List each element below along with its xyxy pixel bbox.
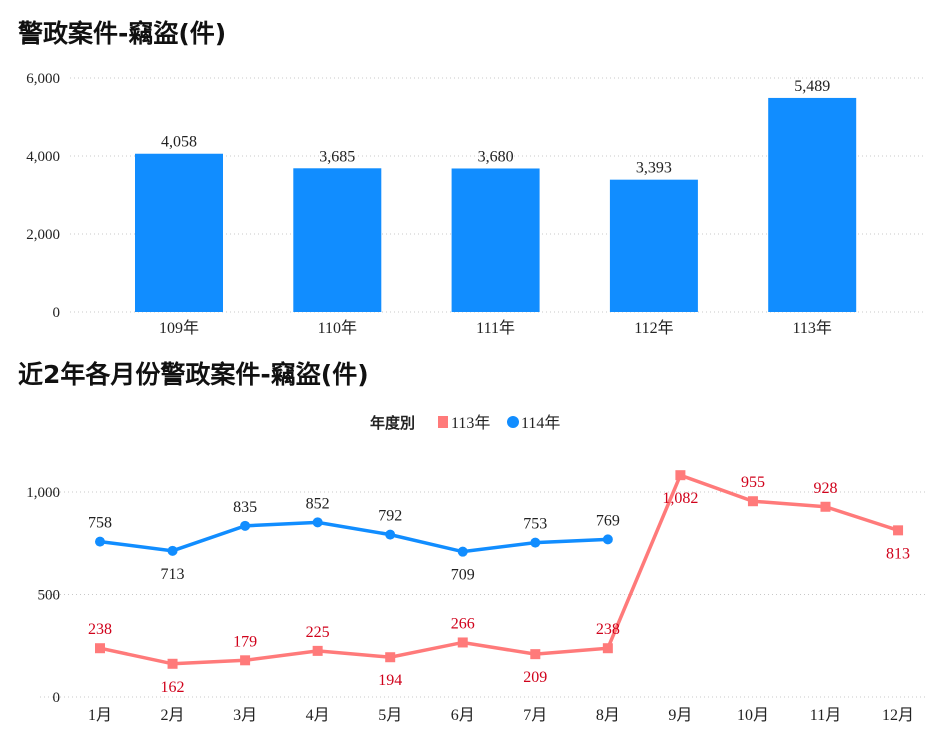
x-tick-label: 112年 [634,319,673,337]
data-point [820,501,831,512]
data-point [675,470,686,481]
legend-label: 113年 [451,414,490,432]
bar [451,168,540,312]
data-point [167,658,178,669]
data-label: 928 [814,480,838,497]
data-label: 713 [161,566,185,583]
y-tick-label: 0 [53,690,61,706]
bar-value-label: 3,685 [319,148,355,165]
data-label: 758 [88,515,112,532]
data-label: 955 [741,474,765,491]
x-tick-label: 2月 [161,707,185,724]
data-point [602,643,613,654]
data-point [385,652,396,663]
data-point [167,545,178,556]
bar-value-label: 4,058 [161,134,197,151]
bar [135,153,223,312]
data-label: 209 [523,669,547,686]
data-point [385,529,396,540]
series-line-113年 [99,472,899,666]
legend-title: 年度別 [370,414,415,432]
legend-marker-114 [507,416,519,428]
data-point [530,537,541,548]
data-label: 769 [596,512,620,529]
data-point [747,496,758,507]
data-label: 266 [451,615,475,632]
x-tick-label: 12月 [882,707,914,724]
x-tick-label: 5月 [378,707,402,724]
data-point [240,655,251,666]
data-point [95,536,105,547]
x-tick-label: 11月 [810,707,841,724]
data-label: 238 [88,621,112,638]
x-tick-label: 6月 [451,707,475,724]
x-tick-label: 9月 [668,707,692,724]
y-tick-label: 1,000 [26,485,60,501]
bar-chart-title: 警政案件-竊盜(件) [18,19,227,48]
x-tick-label: 7月 [523,707,547,724]
data-label: 792 [378,508,402,525]
data-label: 852 [306,495,330,512]
x-tick-label: 10月 [737,707,769,724]
y-tick-label: 2,000 [26,227,60,243]
x-tick-label: 109年 [159,319,199,337]
data-point [530,649,541,660]
data-label: 1,082 [662,490,698,507]
legend-marker-113 [438,416,448,428]
series-line-114年 [99,520,608,554]
x-tick-label: 113年 [792,319,831,337]
bar [293,168,382,312]
bar-value-label: 5,489 [794,78,830,95]
data-point [312,517,323,528]
bar-value-label: 3,680 [478,148,514,165]
x-tick-label: 1月 [88,707,112,724]
data-point [457,546,468,557]
y-tick-label: 500 [38,588,61,604]
x-tick-label: 4月 [306,707,330,724]
data-label: 194 [378,672,402,689]
data-label: 813 [886,545,910,562]
data-label: 238 [596,621,620,638]
data-label: 835 [233,499,257,516]
legend-label: 114年 [521,414,560,432]
x-tick-label: 8月 [596,707,620,724]
bar [609,179,698,312]
data-point [240,520,251,531]
data-point [602,534,613,545]
data-label: 225 [306,624,330,641]
x-tick-label: 110年 [318,319,357,337]
y-tick-label: 4,000 [26,149,60,165]
data-point [893,525,904,536]
y-tick-label: 6,000 [26,71,60,87]
data-label: 709 [451,567,475,584]
y-tick-label: 0 [53,305,61,321]
data-point [312,645,323,656]
bar-value-label: 3,393 [636,160,672,177]
x-tick-label: 3月 [233,707,257,724]
bar [768,97,857,312]
x-tick-label: 111年 [476,319,515,337]
data-label: 162 [161,679,185,696]
data-label: 753 [523,516,547,533]
data-point [457,637,468,648]
data-point [95,643,105,654]
line-chart-title: 近2年各月份警政案件-竊盜(件) [18,360,369,389]
data-label: 179 [233,633,257,650]
